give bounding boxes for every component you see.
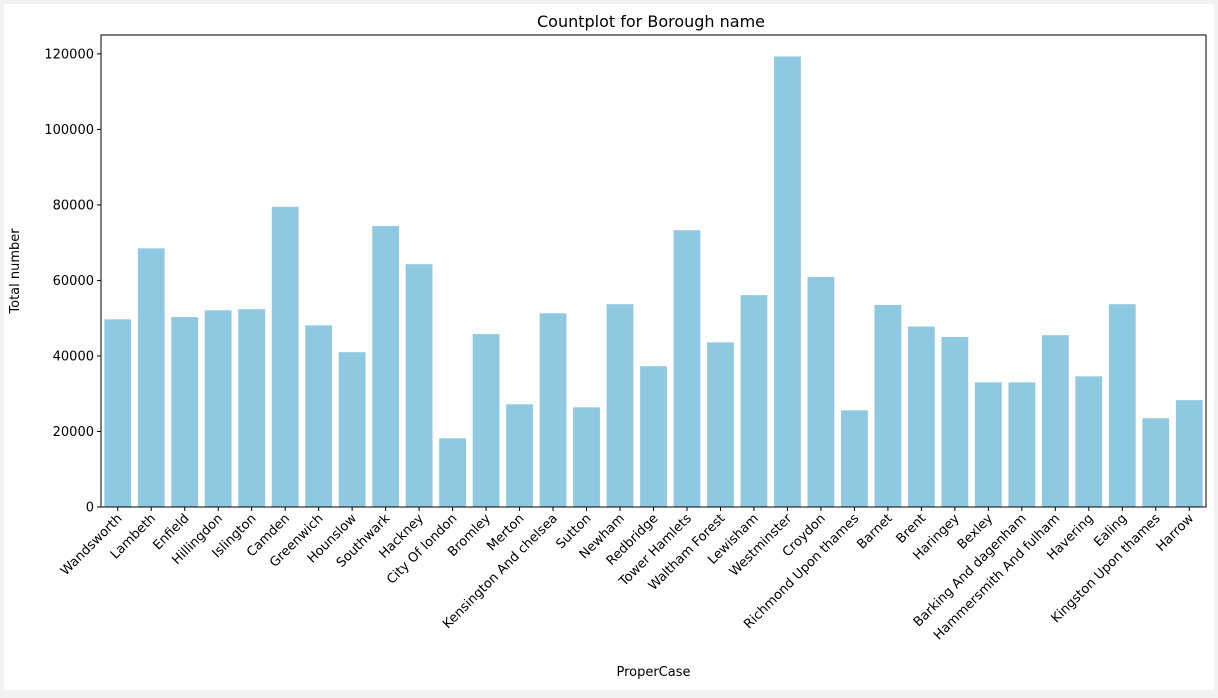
y-tick-label: 20000 [53, 425, 94, 440]
bar-hammersmith-and-fulham [1041, 335, 1069, 507]
y-tick-label: 80000 [53, 198, 94, 213]
bar-merton [506, 404, 533, 507]
bar-redbridge [640, 366, 667, 507]
x-tick-label: Barnet [854, 511, 895, 552]
bar-richmond-upon-thames [841, 410, 868, 507]
bar-croydon [807, 277, 835, 507]
y-tick-label: 60000 [53, 274, 94, 289]
y-axis-title: Total number [8, 228, 23, 315]
bar-enfield [171, 317, 199, 507]
y-axis: 0 20000 40000 60000 80000 100000 120000 [44, 47, 101, 516]
bar-ealing [1108, 304, 1136, 507]
bar-barking-and-dagenham [1008, 382, 1036, 507]
y-tick-label: 40000 [53, 349, 94, 364]
chart-frame: Countplot for Borough name 0 20000 40000 60… [4, 4, 1214, 690]
bar-hillingdon [204, 310, 232, 507]
bar-newham [606, 304, 634, 507]
bar-hounslow [338, 352, 366, 507]
bar-sutton [573, 407, 600, 507]
x-axis-title: ProperCase [616, 665, 690, 680]
countplot-chart: Countplot for Borough name 0 20000 40000 60… [8, 12, 1207, 680]
plot-frame [100, 34, 1207, 508]
bar-haringey [941, 337, 969, 507]
bar-greenwich [305, 325, 333, 507]
bar-westminster [774, 56, 801, 508]
bar-waltham-forest [707, 342, 734, 507]
bar-tower-hamlets [673, 230, 701, 507]
x-tick-label: Harrow [1154, 511, 1198, 555]
bar-kingston-upon-thames [1142, 418, 1170, 507]
bar-city-of-london [439, 438, 466, 507]
bar-lewisham [740, 295, 768, 507]
chart-title: Countplot for Borough name [537, 12, 765, 31]
bar-barnet [874, 304, 902, 507]
y-tick-label: 120000 [44, 47, 94, 62]
bar-hackney [405, 264, 433, 507]
bar-bexley [974, 382, 1002, 507]
bar-islington [238, 309, 266, 507]
bar-southwark [372, 226, 400, 507]
bars-group [104, 56, 1203, 508]
bar-brent [907, 326, 935, 507]
y-tick-label: 100000 [44, 123, 94, 138]
bar-wandsworth [104, 319, 132, 507]
bar-camden [271, 206, 299, 507]
bar-bromley [472, 334, 500, 507]
bar-havering [1075, 376, 1103, 507]
x-axis: WandsworthLambethEnfieldHillingdonIsling… [58, 507, 1197, 643]
y-tick-label: 0 [86, 501, 94, 516]
bar-harrow [1175, 400, 1203, 507]
bar-kensington-and-chelsea [539, 313, 567, 507]
bar-lambeth [137, 248, 165, 507]
